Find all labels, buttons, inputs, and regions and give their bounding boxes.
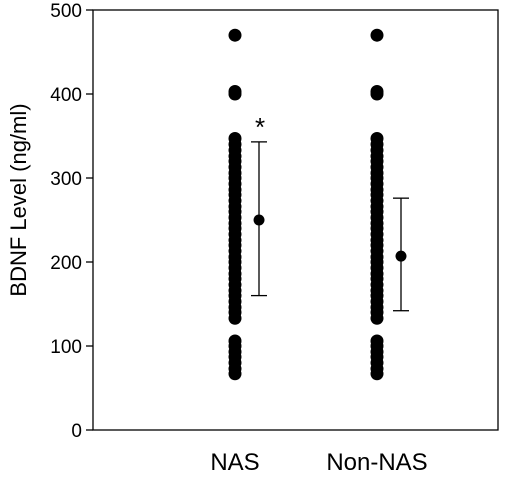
data-point <box>228 311 242 325</box>
data-point <box>370 367 384 381</box>
y-axis: 0 100 200 300 400 500 <box>50 1 93 442</box>
data-point <box>370 28 384 42</box>
data-point <box>370 87 384 101</box>
data-point <box>370 311 384 325</box>
significance-marker: * <box>255 112 265 142</box>
plot-border <box>92 9 499 431</box>
x-axis: NAS Non-NAS <box>210 449 427 476</box>
y-tick-label: 300 <box>50 169 82 190</box>
y-tick-label: 500 <box>50 1 82 22</box>
y-tick-label: 0 <box>71 421 82 442</box>
x-category-label: NAS <box>210 449 259 476</box>
y-tick-label: 400 <box>50 85 82 106</box>
y-tick-label: 200 <box>50 253 82 274</box>
y-tick-label: 100 <box>50 337 82 358</box>
data-point <box>228 367 242 381</box>
plot-area <box>92 9 499 431</box>
x-category-label: Non-NAS <box>326 449 427 476</box>
mean-point <box>253 214 265 226</box>
y-axis-title: BDNF Level (ng/ml) <box>6 103 31 296</box>
mean-point <box>395 250 407 262</box>
data-point <box>228 28 242 42</box>
data-points <box>228 28 384 381</box>
error-bars: * <box>251 112 409 312</box>
data-point <box>228 87 242 101</box>
